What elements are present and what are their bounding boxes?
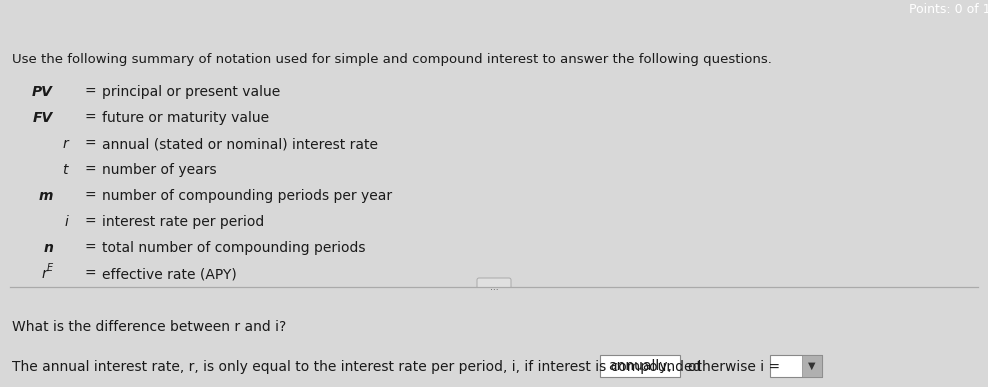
- Text: future or maturity value: future or maturity value: [102, 111, 269, 125]
- Text: ▼: ▼: [808, 361, 816, 371]
- Text: Use the following summary of notation used for simple and compound interest to a: Use the following summary of notation us…: [12, 53, 772, 66]
- Text: PV: PV: [33, 85, 53, 99]
- Text: =: =: [84, 111, 96, 125]
- Text: r: r: [41, 267, 47, 281]
- Text: E: E: [46, 263, 53, 273]
- Text: i: i: [64, 215, 68, 229]
- Text: n: n: [43, 241, 53, 255]
- Text: =: =: [84, 215, 96, 229]
- Text: annual (stated or nominal) interest rate: annual (stated or nominal) interest rate: [102, 137, 378, 151]
- Text: principal or present value: principal or present value: [102, 85, 281, 99]
- Bar: [0, 288, 988, 387]
- Bar: [600, 355, 680, 377]
- Text: =: =: [84, 189, 96, 203]
- Bar: [770, 355, 822, 377]
- Text: m: m: [39, 189, 53, 203]
- Text: =: =: [84, 163, 96, 177]
- Text: t: t: [62, 163, 68, 177]
- Text: otherwise i =: otherwise i =: [688, 360, 781, 374]
- Text: number of compounding periods per year: number of compounding periods per year: [102, 189, 392, 203]
- Text: total number of compounding periods: total number of compounding periods: [102, 241, 366, 255]
- Text: =: =: [84, 137, 96, 151]
- Text: =: =: [84, 241, 96, 255]
- Text: number of years: number of years: [102, 163, 216, 177]
- Text: What is the difference between r and i?: What is the difference between r and i?: [12, 320, 287, 334]
- Text: =: =: [84, 85, 96, 99]
- Text: Points: 0 of 1: Points: 0 of 1: [909, 3, 988, 16]
- Text: r: r: [62, 137, 68, 151]
- Text: annually,: annually,: [608, 359, 672, 373]
- Text: =: =: [84, 267, 96, 281]
- FancyBboxPatch shape: [477, 278, 511, 296]
- Text: effective rate (APY): effective rate (APY): [102, 267, 237, 281]
- Text: ...: ...: [490, 283, 498, 291]
- Text: FV: FV: [33, 111, 53, 125]
- Bar: [802, 355, 822, 377]
- Text: interest rate per period: interest rate per period: [102, 215, 264, 229]
- Text: The annual interest rate, r, is only equal to the interest rate per period, i, i: The annual interest rate, r, is only equ…: [12, 360, 701, 374]
